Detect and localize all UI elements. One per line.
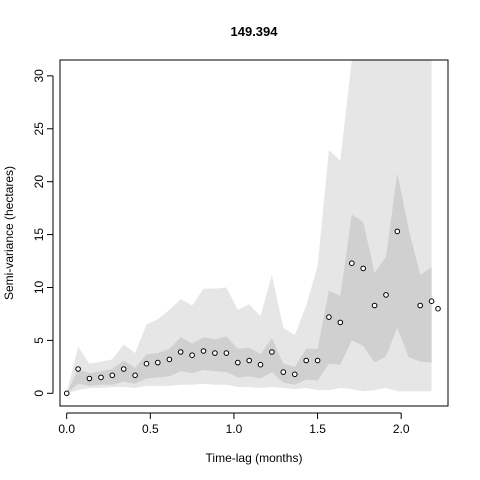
y-tick-label: 5 [32,337,46,344]
y-tick-label: 20 [32,175,46,189]
data-point [314,357,321,364]
inner-confidence-band [66,173,432,394]
data-point [235,359,241,366]
data-point [337,319,344,326]
data-point [98,374,104,381]
data-point [246,357,252,364]
data-point [360,265,367,272]
data-point [200,348,207,354]
data-point [326,314,332,320]
x-axis-title: Time-lag (months) [206,451,303,465]
data-point [303,357,310,364]
plot-area: 0.0 0.5 1.0 1.5 2.0 0 5 10 15 20 25 30 [32,59,449,436]
x-tick-label: 0.5 [142,422,159,436]
plot-border [59,59,449,407]
data-point [75,366,81,372]
data-point [292,371,298,378]
plot-clip-group [63,60,441,397]
data-point [223,350,230,356]
data-point [120,366,127,372]
data-point [257,361,264,368]
x-tick-label: 1.5 [309,422,326,436]
data-point [394,228,401,235]
data-point [428,298,435,305]
y-axis-title: Semi-variance (hectares) [2,166,16,300]
y-tick-label: 25 [32,122,46,136]
data-point [63,390,70,397]
data-point [417,302,424,309]
data-point [155,359,161,366]
data-point [383,292,389,298]
data-point [280,369,287,375]
data-point [435,305,441,312]
data-point [371,302,378,309]
data-point [189,352,195,359]
y-tick-label: 10 [32,280,46,294]
x-tick-label: 1.0 [226,422,243,436]
data-point [109,372,116,379]
data-point [177,349,184,355]
data-point [132,372,138,379]
x-tick-label: 2.0 [393,422,410,436]
data-point [166,356,173,363]
data-point [143,360,150,367]
data-point [269,349,275,355]
y-tick-label: 0 [32,390,46,397]
data-point [212,350,218,356]
data-point [86,375,93,382]
data-point [349,260,355,267]
y-tick-label: 30 [32,69,46,83]
x-tick-label: 0.0 [58,422,75,436]
chart-title: 149.394 [231,24,279,39]
y-tick-label: 15 [32,228,46,242]
